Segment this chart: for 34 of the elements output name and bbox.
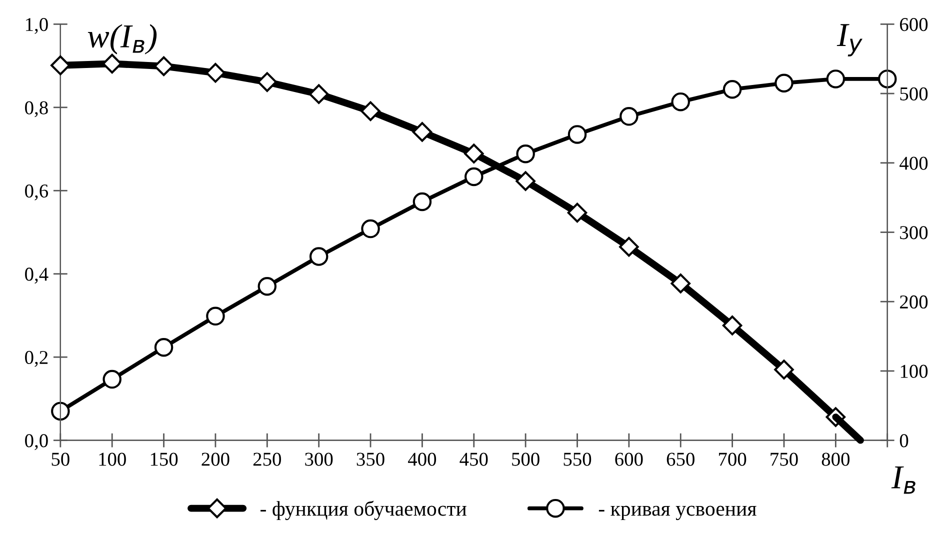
x-tick-label: 200 (202, 452, 230, 466)
x-tick-label: 400 (408, 452, 436, 466)
y2-tick-label: 400 (900, 156, 928, 170)
x-tick-label: 800 (822, 452, 850, 466)
x-tick-label: 750 (770, 452, 798, 466)
y2-tick-label: 500 (900, 87, 928, 100)
y-tick-label: 0,4 (25, 268, 48, 284)
y-tick-label: 0,0 (25, 434, 48, 450)
legend-label: - функция обучаемости (260, 500, 466, 520)
y2-tick-label: 0 (900, 434, 908, 448)
x-tick-label: 350 (356, 452, 384, 466)
y2-tick-label: 600 (900, 18, 928, 32)
y-tick-label: 0,8 (25, 101, 48, 118)
x-tick-label: 550 (564, 452, 592, 466)
x-tick-label: 700 (719, 452, 746, 466)
y2-axis-title: I$_{у}$ (836, 24, 862, 56)
y-axis-title: w(I$_{в}$) (88, 24, 157, 54)
x-tick-label: 50 (52, 452, 70, 466)
x-tick-label: 650 (666, 452, 694, 466)
y-tick-label: 0,2 (25, 350, 48, 367)
x-tick-label: 450 (460, 452, 488, 466)
x-tick-label: 500 (512, 452, 540, 466)
y-tick-label: 1,0 (26, 18, 48, 34)
legend-label: - кривая усвоения (598, 506, 756, 520)
x-tick-label: 300 (305, 452, 333, 466)
x-tick-label: 100 (99, 452, 126, 466)
x-tick-label: 150 (150, 452, 178, 466)
y-tick-label: 0,6 (25, 184, 48, 200)
y2-tick-label: 200 (900, 295, 928, 309)
x-tick-label: 250 (253, 452, 281, 466)
y2-tick-label: 100 (900, 364, 928, 378)
x-axis-title: I$_{в}$ (891, 466, 916, 494)
x-tick-label: 600 (615, 452, 643, 466)
y2-tick-label: 300 (900, 226, 928, 240)
